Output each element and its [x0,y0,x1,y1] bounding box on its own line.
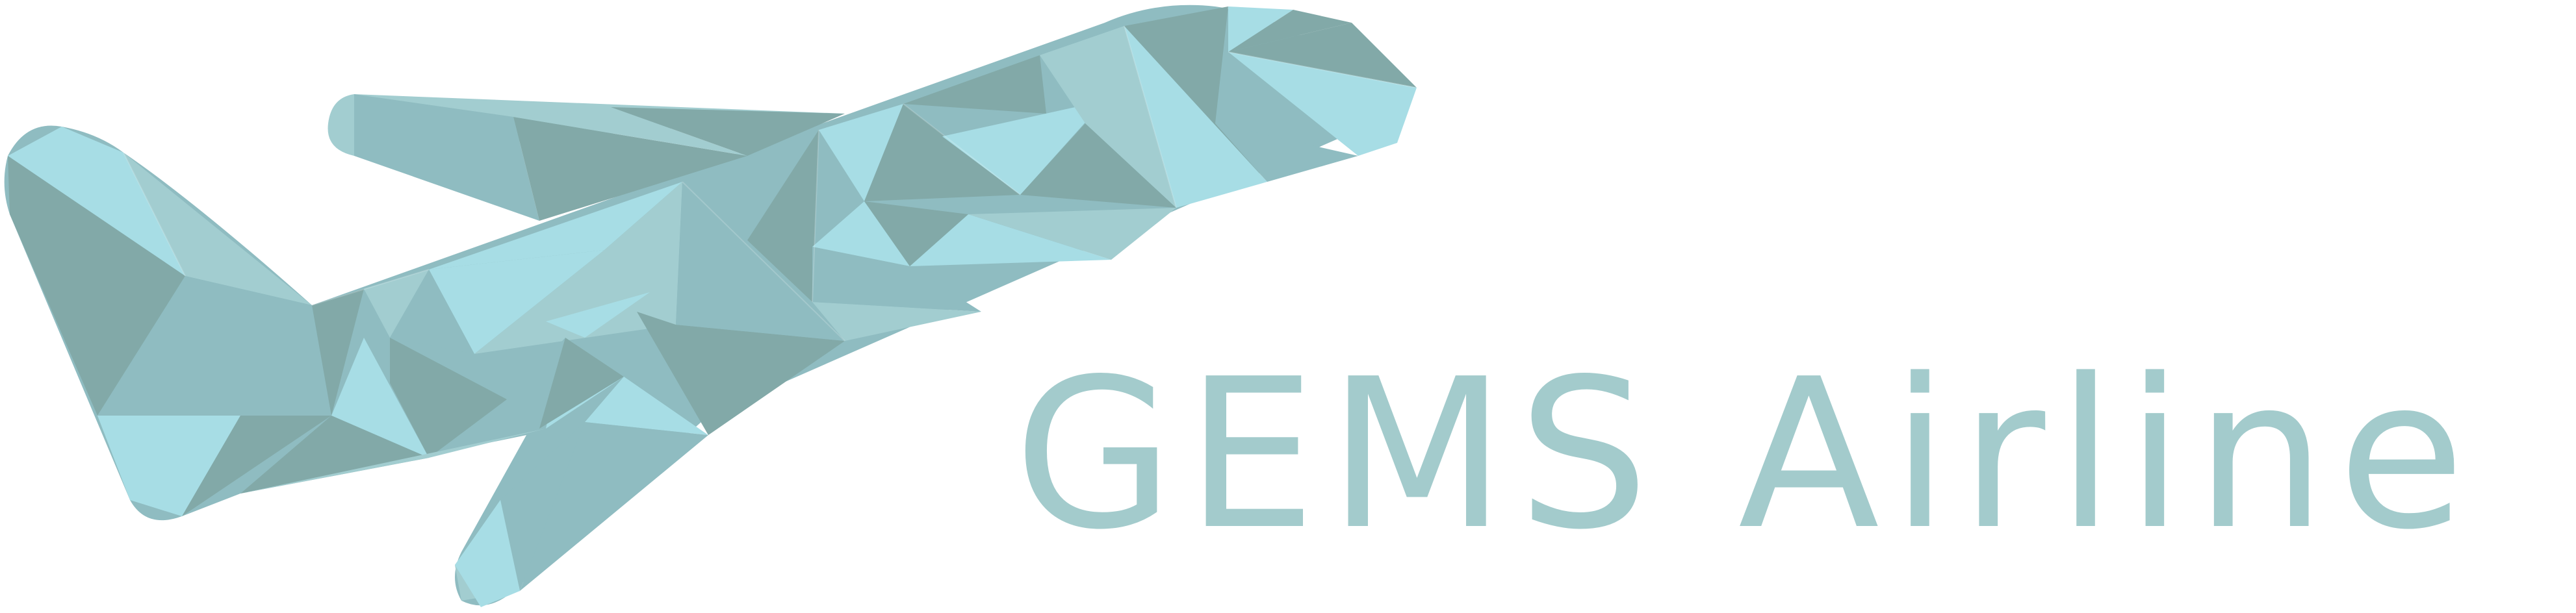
airplane-icon [4,5,1417,607]
airplane-facet-lines [123,25,1417,342]
brand-wordmark: GEMS Airline [1014,338,2567,571]
brand-name: GEMS Airline [1014,334,2477,575]
airplane-mosaic [8,6,1417,607]
